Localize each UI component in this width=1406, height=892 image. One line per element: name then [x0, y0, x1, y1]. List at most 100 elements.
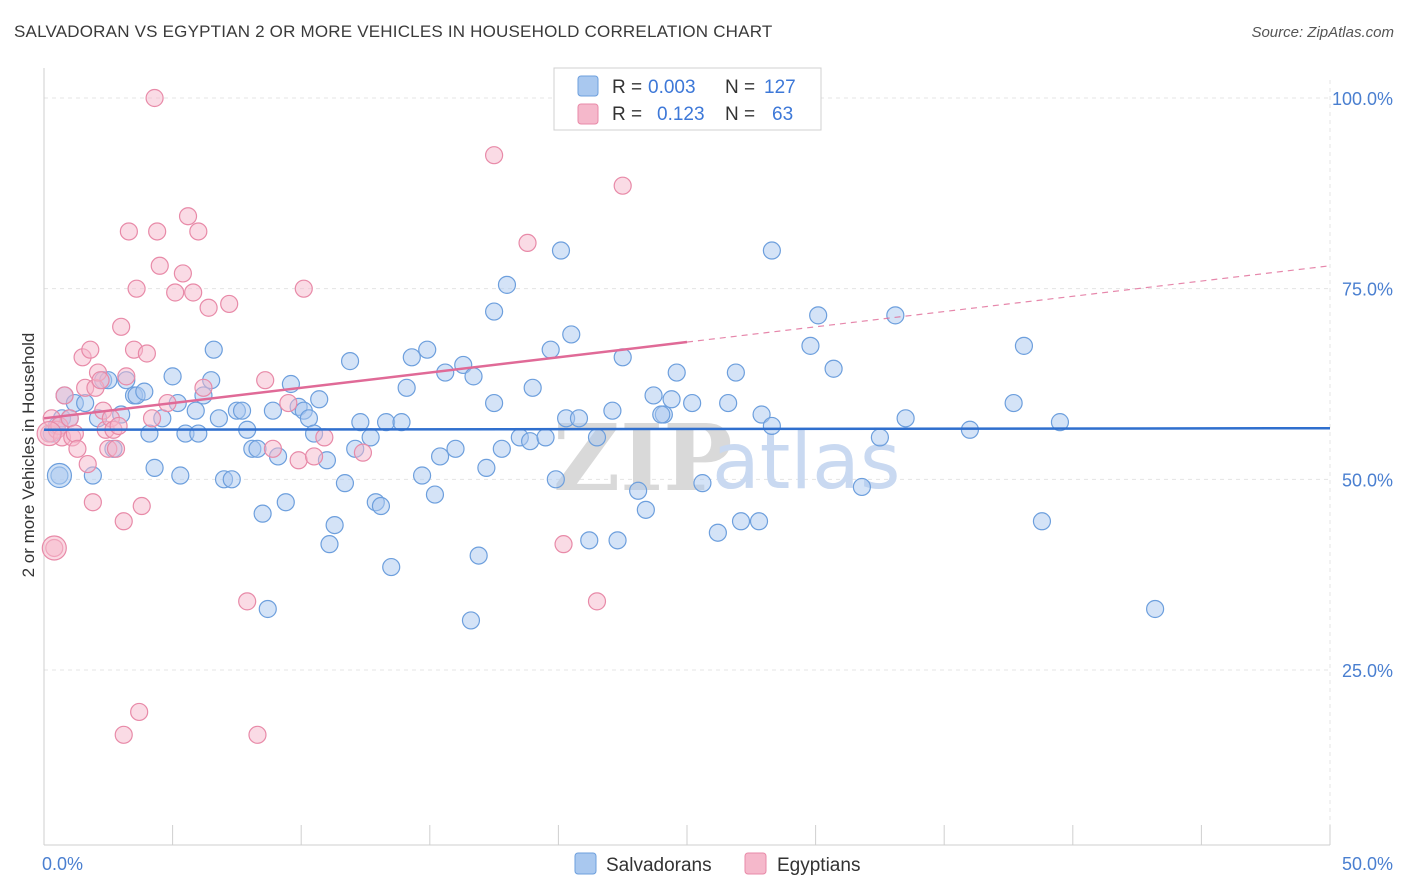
data-point [629, 481, 648, 500]
data-point [731, 512, 751, 531]
data-point [320, 535, 339, 554]
data-point [726, 363, 745, 382]
y-tick-labels: 100.0% 75.0% 50.0% 25.0% [1332, 89, 1393, 681]
data-point [238, 592, 257, 611]
data-point [279, 393, 298, 413]
data-point [310, 390, 329, 409]
data-point [106, 439, 126, 458]
trend-line-egyptians-extension [686, 265, 1331, 343]
data-point [132, 496, 151, 516]
data-point [461, 611, 481, 630]
data-point [402, 348, 421, 367]
data-point [551, 241, 571, 260]
data-point [178, 207, 198, 226]
data-point [140, 424, 159, 443]
data-point [171, 466, 190, 485]
data-point [554, 535, 573, 554]
data-point [263, 439, 283, 458]
watermark-atlas: atlas [712, 417, 901, 507]
data-point [603, 401, 622, 420]
data-point [351, 413, 370, 432]
data-point [636, 500, 655, 519]
data-point [148, 222, 167, 241]
data-point [114, 512, 133, 531]
data-point [852, 477, 871, 497]
data-point [587, 428, 607, 447]
data-point [801, 336, 820, 355]
legend-n-label-2: N = [725, 104, 755, 125]
data-point [189, 424, 208, 443]
data-point [469, 546, 488, 565]
data-point [418, 340, 437, 359]
data-point [392, 413, 411, 432]
trend-lines [43, 265, 1331, 432]
data-point [130, 702, 149, 722]
data-point [361, 428, 380, 447]
data-point-large [46, 462, 73, 489]
data-point [184, 283, 203, 302]
data-point [166, 283, 185, 302]
data-point [263, 401, 283, 420]
data-point [299, 409, 319, 428]
data-point [485, 393, 504, 413]
data-point [55, 386, 74, 405]
legend-r-value-2: 0.123 [657, 104, 705, 125]
data-point [485, 302, 504, 321]
data-point [150, 256, 169, 275]
data-point [1014, 336, 1034, 355]
y-tick-label: 75.0% [1342, 280, 1393, 300]
data-point [186, 401, 205, 420]
data-point [708, 523, 727, 542]
source-label: Source: ZipAtlas.com [1251, 24, 1394, 41]
data-point [76, 393, 95, 413]
bottom-swatch-salvadorans [574, 852, 597, 875]
stats-legend: R = 0.003 N = 127 R = 0.123 N = 63 [553, 67, 822, 131]
data-point [78, 454, 97, 474]
data-point [315, 428, 334, 447]
data-point [562, 325, 581, 344]
data-point [523, 378, 542, 397]
data-point [248, 725, 267, 744]
bottom-label-salvadorans: Salvadorans [606, 855, 712, 876]
data-point [83, 493, 102, 512]
data-point [81, 340, 100, 359]
data-point [353, 443, 373, 462]
data-point [497, 275, 517, 294]
data-point [613, 176, 632, 195]
data-point [644, 386, 663, 405]
data-point [1032, 512, 1052, 531]
data-point [749, 512, 769, 531]
data-point [667, 363, 686, 382]
legend-r-label-2: R = [612, 104, 642, 125]
data-point [683, 393, 702, 413]
data-point [127, 279, 146, 298]
data-point [142, 409, 162, 428]
data-point [464, 367, 483, 386]
data-point [194, 378, 213, 397]
trend-line-egyptians [43, 340, 688, 420]
data-point [425, 485, 445, 504]
y-tick-label: 100.0% [1332, 89, 1393, 109]
data-point [521, 432, 540, 451]
y-axis-label: 2 or more Vehicles in Household [19, 333, 38, 578]
y-tick-label: 50.0% [1342, 470, 1393, 490]
data-point [135, 382, 154, 401]
data-point [762, 416, 781, 436]
data-point [430, 447, 450, 466]
legend-swatch-egyptians [577, 103, 599, 125]
data-point [886, 306, 905, 325]
data-point [253, 504, 272, 523]
data-point [91, 371, 110, 390]
bottom-swatch-egyptians [744, 852, 767, 875]
data-point [719, 393, 738, 413]
data-point [587, 592, 607, 611]
salvadorans-points [42, 241, 1165, 630]
data-point [518, 233, 537, 253]
data-point [145, 458, 164, 477]
data-point [693, 474, 712, 493]
data-point [199, 298, 218, 317]
data-point [60, 409, 79, 428]
data-point [109, 416, 128, 436]
data-point [248, 439, 267, 458]
